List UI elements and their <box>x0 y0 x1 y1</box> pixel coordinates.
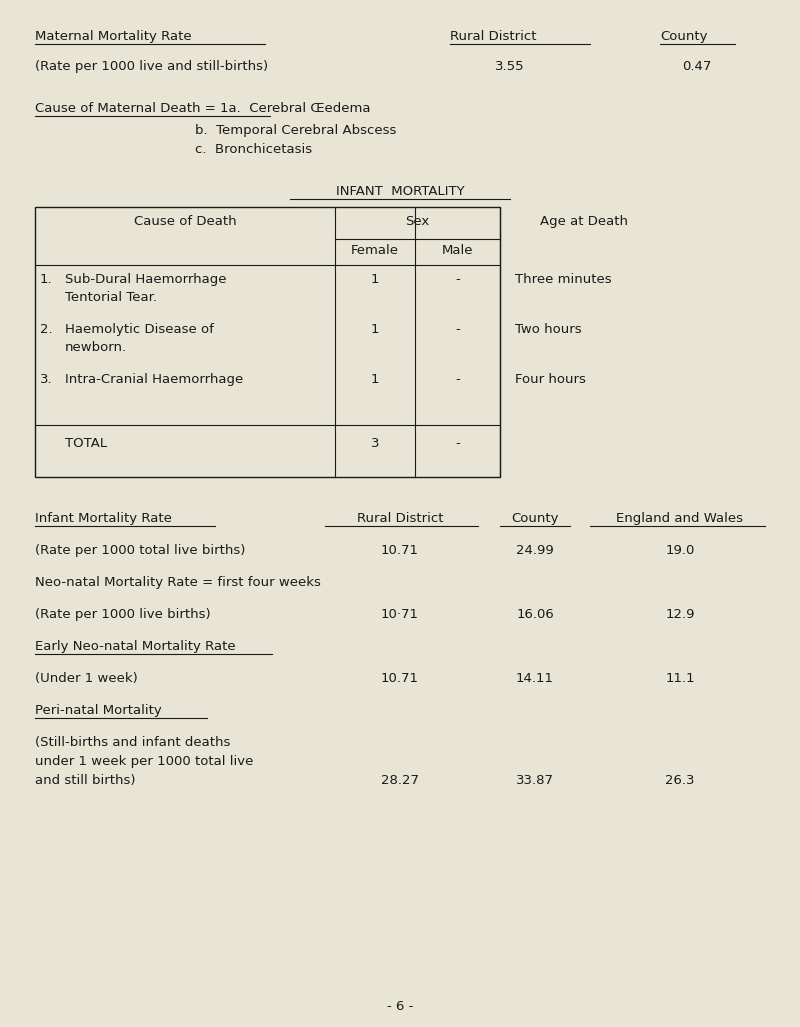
Text: (Rate per 1000 total live births): (Rate per 1000 total live births) <box>35 544 246 557</box>
Text: 0.47: 0.47 <box>682 60 712 73</box>
Text: newborn.: newborn. <box>65 341 127 354</box>
Text: Intra-Cranial Haemorrhage: Intra-Cranial Haemorrhage <box>65 373 243 386</box>
Text: 1: 1 <box>370 324 379 336</box>
Text: Two hours: Two hours <box>515 324 582 336</box>
Text: Sub-Dural Haemorrhage: Sub-Dural Haemorrhage <box>65 273 226 286</box>
Text: Haemolytic Disease of: Haemolytic Disease of <box>65 324 214 336</box>
Text: England and Wales: England and Wales <box>617 512 743 525</box>
Text: -: - <box>455 273 460 286</box>
Text: Three minutes: Three minutes <box>515 273 612 286</box>
Text: (Under 1 week): (Under 1 week) <box>35 672 138 685</box>
Text: -: - <box>455 438 460 450</box>
Text: (Still-births and infant deaths: (Still-births and infant deaths <box>35 736 230 749</box>
Text: Sex: Sex <box>406 215 430 228</box>
Text: 28.27: 28.27 <box>381 774 419 787</box>
Bar <box>35 207 500 477</box>
Text: INFANT  MORTALITY: INFANT MORTALITY <box>336 185 464 198</box>
Text: Maternal Mortality Rate: Maternal Mortality Rate <box>35 30 192 43</box>
Text: 12.9: 12.9 <box>666 608 694 621</box>
Text: Female: Female <box>351 243 399 257</box>
Text: 1.: 1. <box>40 273 53 286</box>
Text: Cause of Maternal Death = 1a.  Cerebral Œedema: Cause of Maternal Death = 1a. Cerebral Œ… <box>35 102 370 115</box>
Text: 10.71: 10.71 <box>381 544 419 557</box>
Text: - 6 -: - 6 - <box>387 1000 413 1013</box>
Text: 3: 3 <box>370 438 379 450</box>
Text: c.  Bronchicetasis: c. Bronchicetasis <box>195 143 312 156</box>
Text: 3.55: 3.55 <box>495 60 525 73</box>
Text: 10·71: 10·71 <box>381 608 419 621</box>
Text: under 1 week per 1000 total live: under 1 week per 1000 total live <box>35 755 254 768</box>
Text: 1: 1 <box>370 273 379 286</box>
Text: 11.1: 11.1 <box>665 672 695 685</box>
Text: County: County <box>511 512 558 525</box>
Text: Age at Death: Age at Death <box>540 215 628 228</box>
Text: 2.: 2. <box>40 324 53 336</box>
Text: 14.11: 14.11 <box>516 672 554 685</box>
Text: Four hours: Four hours <box>515 373 586 386</box>
Text: TOTAL: TOTAL <box>65 438 107 450</box>
Text: Early Neo-natal Mortality Rate: Early Neo-natal Mortality Rate <box>35 640 236 653</box>
Text: -: - <box>455 324 460 336</box>
Text: (Rate per 1000 live and still-births): (Rate per 1000 live and still-births) <box>35 60 268 73</box>
Text: 10.71: 10.71 <box>381 672 419 685</box>
Text: Infant Mortality Rate: Infant Mortality Rate <box>35 512 172 525</box>
Text: 16.06: 16.06 <box>516 608 554 621</box>
Text: Male: Male <box>442 243 474 257</box>
Text: Cause of Death: Cause of Death <box>134 215 236 228</box>
Text: 26.3: 26.3 <box>666 774 694 787</box>
Text: 1: 1 <box>370 373 379 386</box>
Text: Peri-natal Mortality: Peri-natal Mortality <box>35 703 162 717</box>
Text: 19.0: 19.0 <box>666 544 694 557</box>
Text: Rural District: Rural District <box>450 30 537 43</box>
Text: and still births): and still births) <box>35 774 135 787</box>
Text: 24.99: 24.99 <box>516 544 554 557</box>
Text: 3.: 3. <box>40 373 53 386</box>
Text: b.  Temporal Cerebral Abscess: b. Temporal Cerebral Abscess <box>195 124 396 137</box>
Text: (Rate per 1000 live births): (Rate per 1000 live births) <box>35 608 210 621</box>
Text: Rural District: Rural District <box>357 512 443 525</box>
Text: Tentorial Tear.: Tentorial Tear. <box>65 291 157 304</box>
Text: -: - <box>455 373 460 386</box>
Text: Neo-natal Mortality Rate = first four weeks: Neo-natal Mortality Rate = first four we… <box>35 576 321 589</box>
Text: County: County <box>660 30 707 43</box>
Text: 33.87: 33.87 <box>516 774 554 787</box>
